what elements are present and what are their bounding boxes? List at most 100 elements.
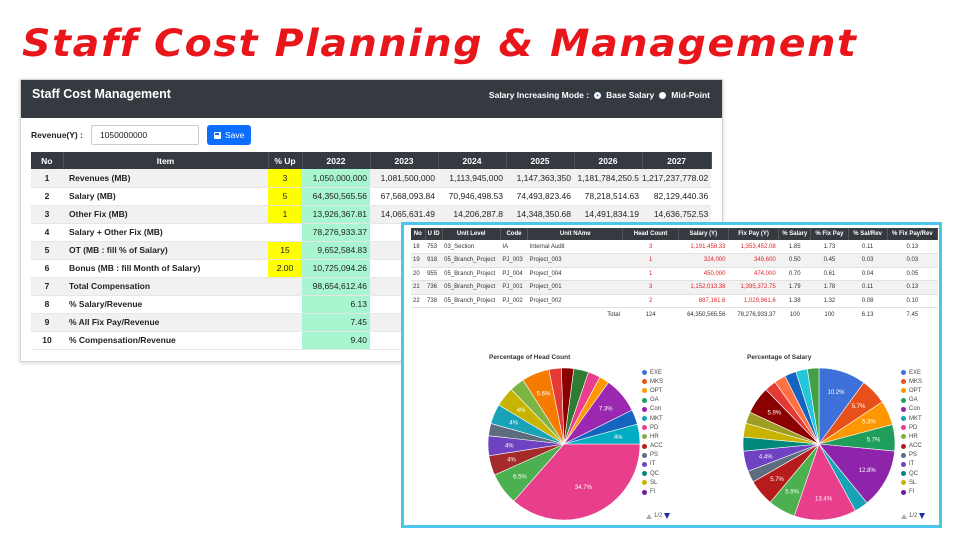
legend-item[interactable]: FI (642, 487, 663, 496)
pager-down-icon[interactable] (664, 513, 671, 519)
pie-slice[interactable] (818, 443, 895, 504)
row-number: 4 (31, 223, 63, 242)
legend-item[interactable]: SL (642, 478, 663, 487)
row-item-label: Bonus (MB : fill Month of Salary) (63, 259, 268, 278)
legend-item[interactable]: PD (642, 423, 663, 432)
pie-slice[interactable] (563, 423, 641, 445)
column-header: % Up (268, 152, 303, 169)
row-item-label: Revenues (MB) (63, 169, 268, 188)
percent-up-cell[interactable]: 1 (268, 205, 302, 224)
legend-item[interactable]: FI (901, 487, 922, 496)
legend-item[interactable]: QC (901, 469, 922, 478)
table-row: 22 738 05_Branch_Project PJ_002 Project_002 2… (411, 294, 938, 308)
row-number: 6 (31, 259, 63, 278)
percent-up-cell[interactable]: 15 (268, 241, 302, 260)
legend-item[interactable]: PS (642, 451, 663, 460)
pager-up-icon[interactable] (646, 513, 652, 519)
cell-name: Project_001 (527, 280, 623, 295)
cell-pfixrev: 0.13 (887, 280, 938, 295)
total-row: Total 124 64,350,565.56 78,276,933.37 100 100… (411, 308, 938, 322)
column-header: 2023 (370, 152, 439, 169)
percent-up-cell[interactable]: 5 (268, 187, 302, 206)
legend-item[interactable]: Con (642, 405, 663, 414)
pager-down-icon[interactable] (919, 513, 926, 519)
base-salary-radio[interactable] (594, 91, 602, 99)
legend-item[interactable]: MKS (642, 377, 663, 386)
legend-swatch (642, 388, 647, 394)
pie-slice[interactable] (513, 443, 641, 521)
pager-up-icon[interactable] (901, 513, 907, 519)
legend-swatch (642, 416, 647, 422)
pie-data-label: 4% (509, 420, 518, 426)
year-value-cell: 14,348,350.68 (506, 205, 574, 224)
total-psalrev: 6.13 (861, 311, 874, 318)
legend-label: PD (650, 424, 659, 431)
cell-pfixrev: 0.10 (887, 294, 938, 308)
cell-pfix: 0.45 (810, 253, 849, 268)
legend-item[interactable]: Con (901, 405, 922, 414)
pie-data-label: 4.4% (759, 455, 773, 461)
legend-item[interactable]: ACC (642, 442, 663, 451)
mid-point-label[interactable]: Mid-Point (671, 90, 710, 100)
legend-item[interactable]: IT (642, 460, 663, 469)
base-salary-label[interactable]: Base Salary (606, 90, 655, 100)
legend-item[interactable]: GA (642, 396, 663, 405)
legend-item[interactable]: MKT (901, 414, 922, 423)
panel-header: Staff Cost Management Salary Increasing … (21, 80, 722, 118)
legend-swatch (901, 388, 906, 394)
legend-item[interactable]: OPT (901, 386, 922, 395)
legend-item[interactable]: QC (642, 469, 663, 478)
legend-label: IT (909, 461, 915, 468)
percent-up-cell[interactable]: 3 (268, 169, 302, 188)
percent-up-cell[interactable]: 2.00 (268, 259, 302, 278)
legend-item[interactable]: HR (901, 432, 922, 441)
unit-detail-panel: No U ID Unit Level Code Unit NAme Head Count S… (401, 222, 942, 528)
cell-fixpay: 474,000 (728, 267, 779, 281)
legend-item[interactable]: MKS (901, 377, 922, 386)
mid-point-radio[interactable] (659, 91, 667, 99)
save-button[interactable]: Save (206, 125, 252, 145)
legend-item[interactable]: PS (901, 451, 922, 460)
pie-data-label: 12.8% (859, 468, 877, 474)
legend-label: PD (909, 424, 918, 431)
cell-no: 22 (411, 294, 426, 308)
year-value-cell: 9,652,584.83 (302, 241, 370, 260)
salary-pie-title: Percentage of Salary (747, 354, 812, 361)
column-header: Fix Pay (Y) (728, 228, 780, 240)
total-psal: 100 (789, 311, 800, 318)
cell-fixpay: 1,353,452.08 (728, 240, 779, 254)
cell-salary: 1,191,458.33 (678, 240, 729, 254)
cell-psalrev: 0.08 (848, 294, 888, 308)
cell-psalrev: 0.03 (848, 253, 888, 268)
cell-psalrev: 0.11 (848, 240, 888, 254)
year-value-cell: 10,725,094.26 (302, 259, 370, 278)
year-value-cell: 14,065,631.49 (370, 205, 438, 224)
legend-item[interactable]: OPT (642, 386, 663, 395)
pie-data-label: 5.6% (537, 391, 551, 397)
legend-item[interactable]: EXE (901, 368, 922, 377)
legend-item[interactable]: MKT (642, 414, 663, 423)
legend-swatch (901, 443, 906, 449)
legend-item[interactable]: PD (901, 423, 922, 432)
year-value-cell: 78,218,514.63 (574, 187, 642, 206)
legend-item[interactable]: IT (901, 460, 922, 469)
pie-slice[interactable] (806, 367, 820, 445)
revenue-input[interactable] (90, 125, 199, 145)
legend-item[interactable]: EXE (642, 368, 663, 377)
cell-fixpay: 1,395,372.75 (728, 280, 779, 295)
pie-slice[interactable] (793, 443, 856, 521)
legend-item[interactable]: SL (901, 478, 922, 487)
column-header: Unit NAme (527, 228, 624, 240)
column-header: 2027 (642, 152, 712, 169)
pie-data-label: 4% (507, 458, 516, 464)
legend-item[interactable]: HR (642, 432, 663, 441)
table-row: 18 753 03_Section IA Internal Audit 3 1,191,45… (411, 240, 938, 254)
year-value-cell: 67,568,093.84 (370, 187, 438, 206)
legend-label: PS (650, 452, 659, 459)
legend-item[interactable]: ACC (901, 442, 922, 451)
row-item-label: Total Compensation (63, 277, 268, 296)
headcount-pie-title: Percentage of Head Count (489, 354, 571, 361)
cell-no: 20 (411, 267, 426, 281)
legend-swatch (642, 443, 647, 449)
legend-item[interactable]: GA (901, 396, 922, 405)
